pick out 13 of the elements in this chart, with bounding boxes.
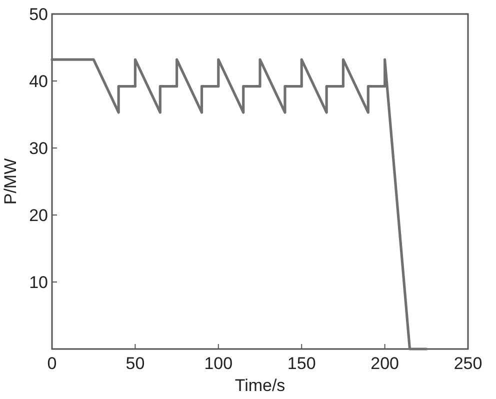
x-tick-label: 100 bbox=[204, 354, 233, 373]
y-tick-label: 20 bbox=[29, 206, 48, 225]
y-tick-label: 40 bbox=[29, 72, 48, 91]
y-tick-label: 50 bbox=[29, 5, 48, 24]
x-tick-label: 150 bbox=[287, 354, 316, 373]
y-tick-label: 10 bbox=[29, 273, 48, 292]
x-tick-label: 250 bbox=[454, 354, 482, 373]
x-tick-label: 0 bbox=[47, 354, 57, 373]
y-tick-label: 30 bbox=[29, 139, 48, 158]
x-axis-title: Time/s bbox=[234, 376, 286, 395]
x-tick-label: 200 bbox=[370, 354, 399, 373]
y-axis-title: P/MW bbox=[1, 158, 20, 205]
x-tick-label: 50 bbox=[126, 354, 145, 373]
